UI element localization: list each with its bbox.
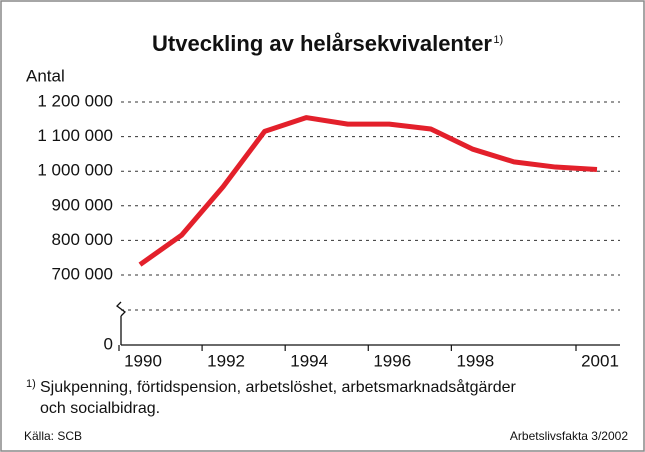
y-tick-label: 1 000 000	[37, 161, 113, 180]
footnote-line: och socialbidrag.	[40, 400, 160, 417]
x-tick-label: 1992	[207, 351, 245, 370]
title-note: 1)	[493, 34, 503, 46]
x-tick-label: 1998	[456, 351, 494, 370]
y-tick-label: 700 000	[52, 264, 113, 283]
y-tick-label: 1 200 000	[37, 91, 113, 110]
y-tick-label: 800 000	[52, 230, 113, 249]
x-tick-label: 2001	[581, 351, 619, 370]
source: Källa: SCB	[24, 429, 82, 443]
footnote-marker: 1)	[26, 378, 36, 390]
y-tick-label: 900 000	[52, 195, 113, 214]
footnote-line: Sjukpenning, förtidspension, arbetslöshe…	[40, 378, 517, 396]
publication: Arbetslivsfakta 3/2002	[510, 429, 628, 443]
y-tick-label: 0	[104, 334, 113, 353]
x-tick-label: 1996	[373, 351, 411, 370]
axis-break	[116, 301, 126, 345]
y-tick-label: 1 100 000	[37, 126, 113, 145]
x-tick-label: 1994	[290, 351, 328, 370]
line	[138, 115, 598, 267]
chart-title: Utveckling av helårsekvivalenter	[152, 31, 492, 56]
y-axis-label: Antal	[26, 66, 65, 85]
x-tick-label: 1990	[124, 351, 162, 370]
